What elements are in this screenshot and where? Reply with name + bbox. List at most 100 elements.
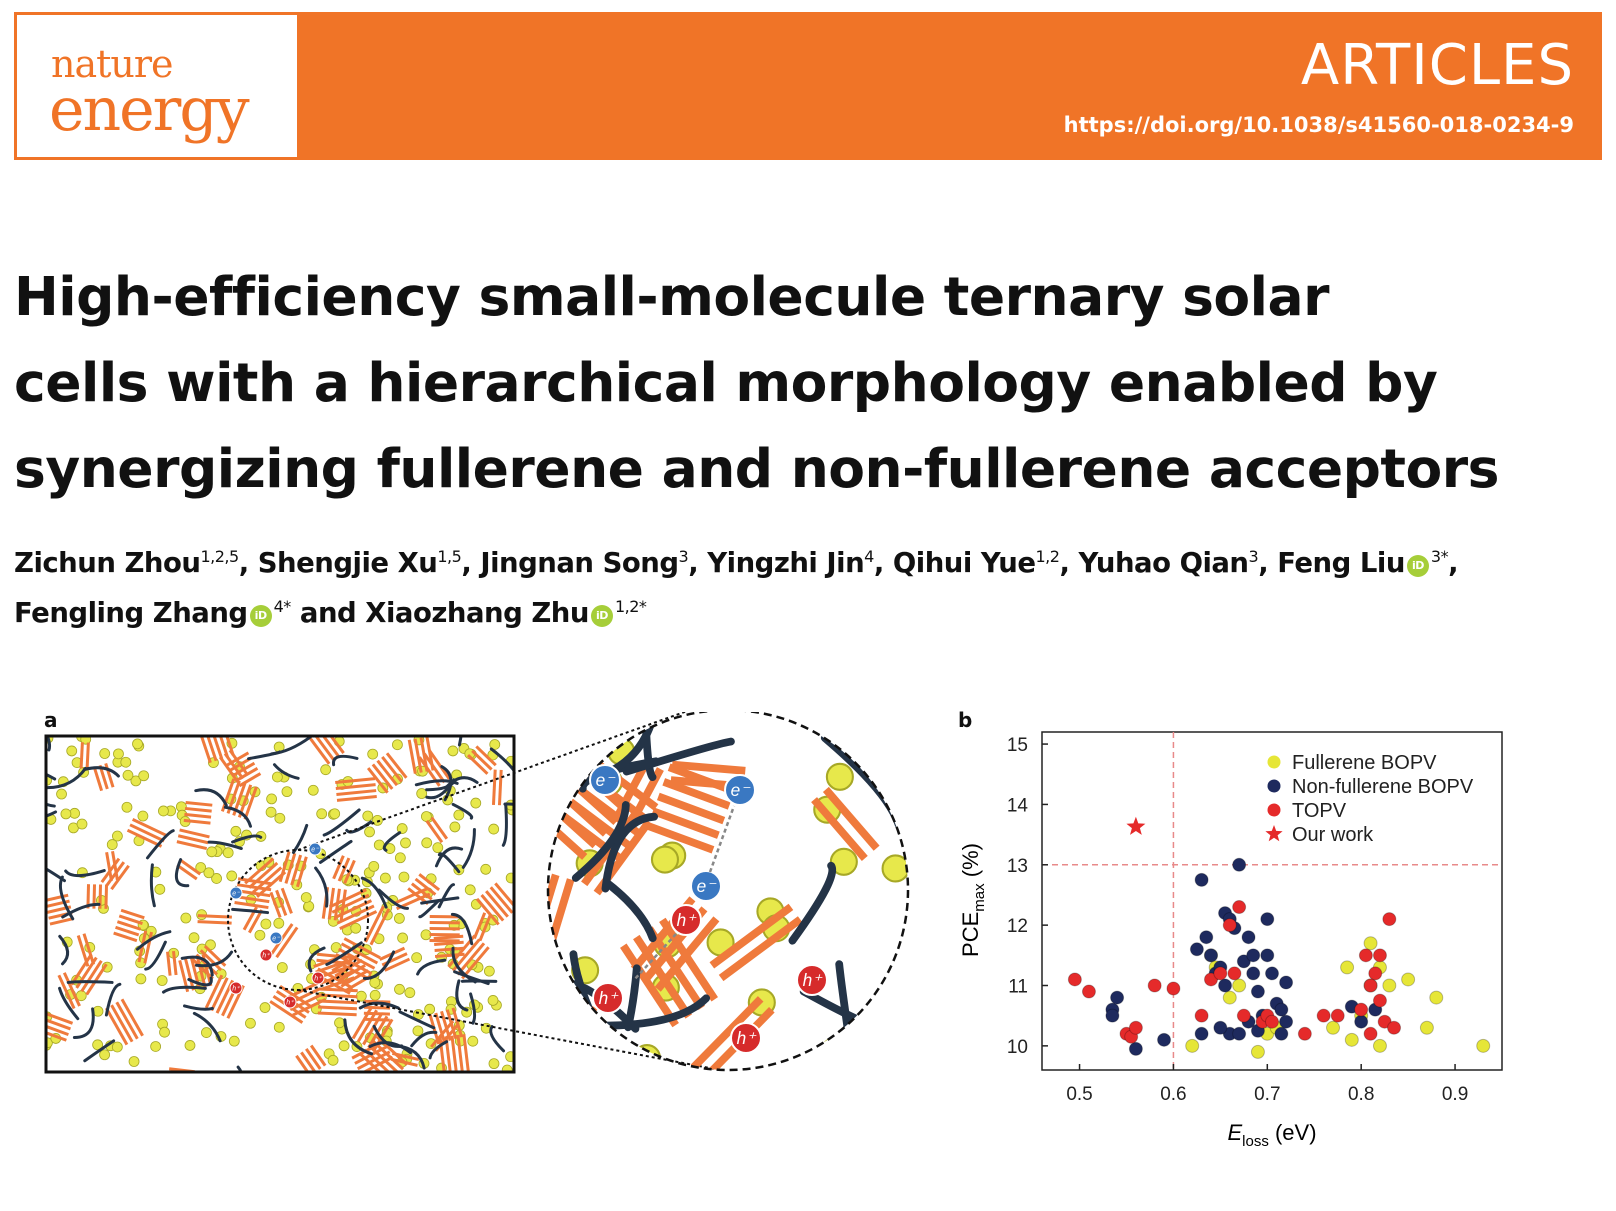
fullerene-dot — [329, 808, 341, 820]
hole-marker — [259, 948, 273, 962]
data-point — [1326, 1020, 1341, 1035]
donor-chain — [192, 1011, 222, 1043]
author-name[interactable]: Feng Liu — [1277, 547, 1405, 579]
author-separator: , — [1059, 547, 1079, 579]
acceptor-stick — [275, 926, 299, 959]
acceptor-stick — [428, 1014, 441, 1045]
bulk-morphology — [46, 736, 514, 1072]
acceptor-stick — [223, 752, 245, 780]
data-point — [1227, 966, 1242, 981]
donor-chain — [416, 958, 447, 976]
acceptor-stick — [485, 890, 509, 918]
acceptor-stick — [364, 1005, 391, 1010]
donor-chain — [46, 766, 87, 790]
fullerene-dot — [369, 989, 381, 1001]
y-axis-label: PCEmax (%) — [958, 843, 988, 957]
fullerene-dot — [184, 1040, 196, 1051]
acceptor-stick — [336, 789, 377, 796]
fullerene-dot — [367, 748, 379, 760]
fullerene-dot — [80, 736, 92, 745]
author-affiliation: 1,5 — [437, 547, 462, 566]
acceptor-stick — [654, 916, 720, 992]
donor-chain — [593, 994, 711, 1030]
acceptor-stick — [284, 852, 297, 884]
acceptor-stick — [371, 1039, 405, 1071]
y-tick-label: 11 — [1008, 977, 1028, 998]
author-name[interactable]: Zichun Zhou — [14, 547, 201, 579]
acceptor-stick — [317, 967, 354, 990]
author-name[interactable]: Fengling Zhang — [14, 597, 248, 629]
acceptor-stick — [343, 937, 381, 960]
acceptor-stick — [116, 920, 142, 931]
donor-chain — [624, 964, 641, 1032]
data-point — [1203, 972, 1218, 987]
author-name[interactable]: Jingnan Song — [480, 547, 679, 579]
data-point — [1105, 1008, 1120, 1023]
acceptor-stick — [418, 873, 441, 891]
data-point — [1363, 936, 1378, 951]
orcid-icon[interactable]: iD — [590, 605, 613, 627]
acceptor-stick — [105, 852, 113, 882]
acceptor-stick — [419, 737, 429, 772]
hole-marker — [283, 995, 297, 1009]
donor-chain — [46, 802, 56, 808]
acceptor-bundle — [811, 786, 880, 861]
acceptor-stick — [316, 952, 359, 960]
acceptor-stick — [315, 736, 340, 758]
data-point — [1401, 972, 1416, 987]
hole-marker — [229, 981, 243, 995]
acceptor-stick — [423, 752, 446, 784]
fullerene-dot — [480, 863, 492, 875]
data-point — [1354, 1014, 1369, 1029]
author-name[interactable]: Shengjie Xu — [257, 547, 438, 579]
fullerene-dot — [130, 775, 142, 787]
acceptor-stick — [822, 786, 880, 851]
acceptor-stick — [425, 820, 444, 844]
acceptor-stick — [57, 974, 76, 1010]
carrier-label: h⁺ — [262, 952, 271, 959]
donor-chain — [362, 950, 396, 980]
orcid-icon[interactable]: iD — [1406, 555, 1429, 577]
fullerene-dot — [394, 852, 406, 864]
data-point — [1372, 993, 1387, 1008]
article-title: High-efficiency small-molecule ternary s… — [14, 254, 1604, 512]
acceptor-stick — [376, 759, 399, 787]
acceptor-bundle — [79, 742, 90, 769]
data-point — [1166, 981, 1181, 996]
acceptor-bundle — [70, 953, 108, 996]
author-name[interactable]: Yingzhi Jin — [707, 547, 865, 579]
legend-label: Fullerene BOPV — [1292, 752, 1437, 774]
acceptor-stick — [115, 1001, 139, 1040]
orcid-icon[interactable]: iD — [249, 605, 272, 627]
legend-label: TOPV — [1292, 800, 1347, 822]
x-tick-label: 0.7 — [1254, 1084, 1280, 1105]
donor-chain — [469, 992, 477, 1025]
acceptor-stick — [280, 887, 293, 914]
acceptor-stick — [292, 998, 327, 1017]
acceptor-stick — [295, 856, 308, 888]
fullerene-dot — [379, 872, 391, 884]
donor-chain — [61, 902, 101, 919]
author-name[interactable]: Yuhao Qian — [1078, 547, 1249, 579]
donor-chain — [501, 802, 508, 847]
fullerene-dot — [416, 788, 428, 799]
donor-chain — [46, 772, 57, 781]
fullerene-dot — [392, 739, 403, 751]
donor-chain — [332, 754, 359, 767]
acceptor-stick — [110, 864, 130, 891]
data-point — [1250, 1044, 1265, 1059]
acceptor-stick — [85, 742, 90, 769]
author-name[interactable]: Xiaozhang Zhu — [365, 597, 589, 629]
acceptor-stick — [472, 912, 487, 939]
acceptor-bundle — [646, 763, 736, 854]
acceptor-stick — [407, 739, 417, 774]
electron-marker — [229, 886, 243, 900]
donor-chain — [207, 840, 243, 851]
acceptor-stick — [234, 901, 269, 910]
acceptor-stick — [337, 857, 351, 882]
acceptor-stick — [210, 977, 229, 1012]
donor-chain — [183, 1004, 214, 1011]
acceptor-stick — [62, 972, 81, 1007]
doi-link[interactable]: https://doi.org/10.1038/s41560-018-0234-… — [1063, 113, 1574, 137]
author-name[interactable]: Qihui Yue — [892, 547, 1036, 579]
